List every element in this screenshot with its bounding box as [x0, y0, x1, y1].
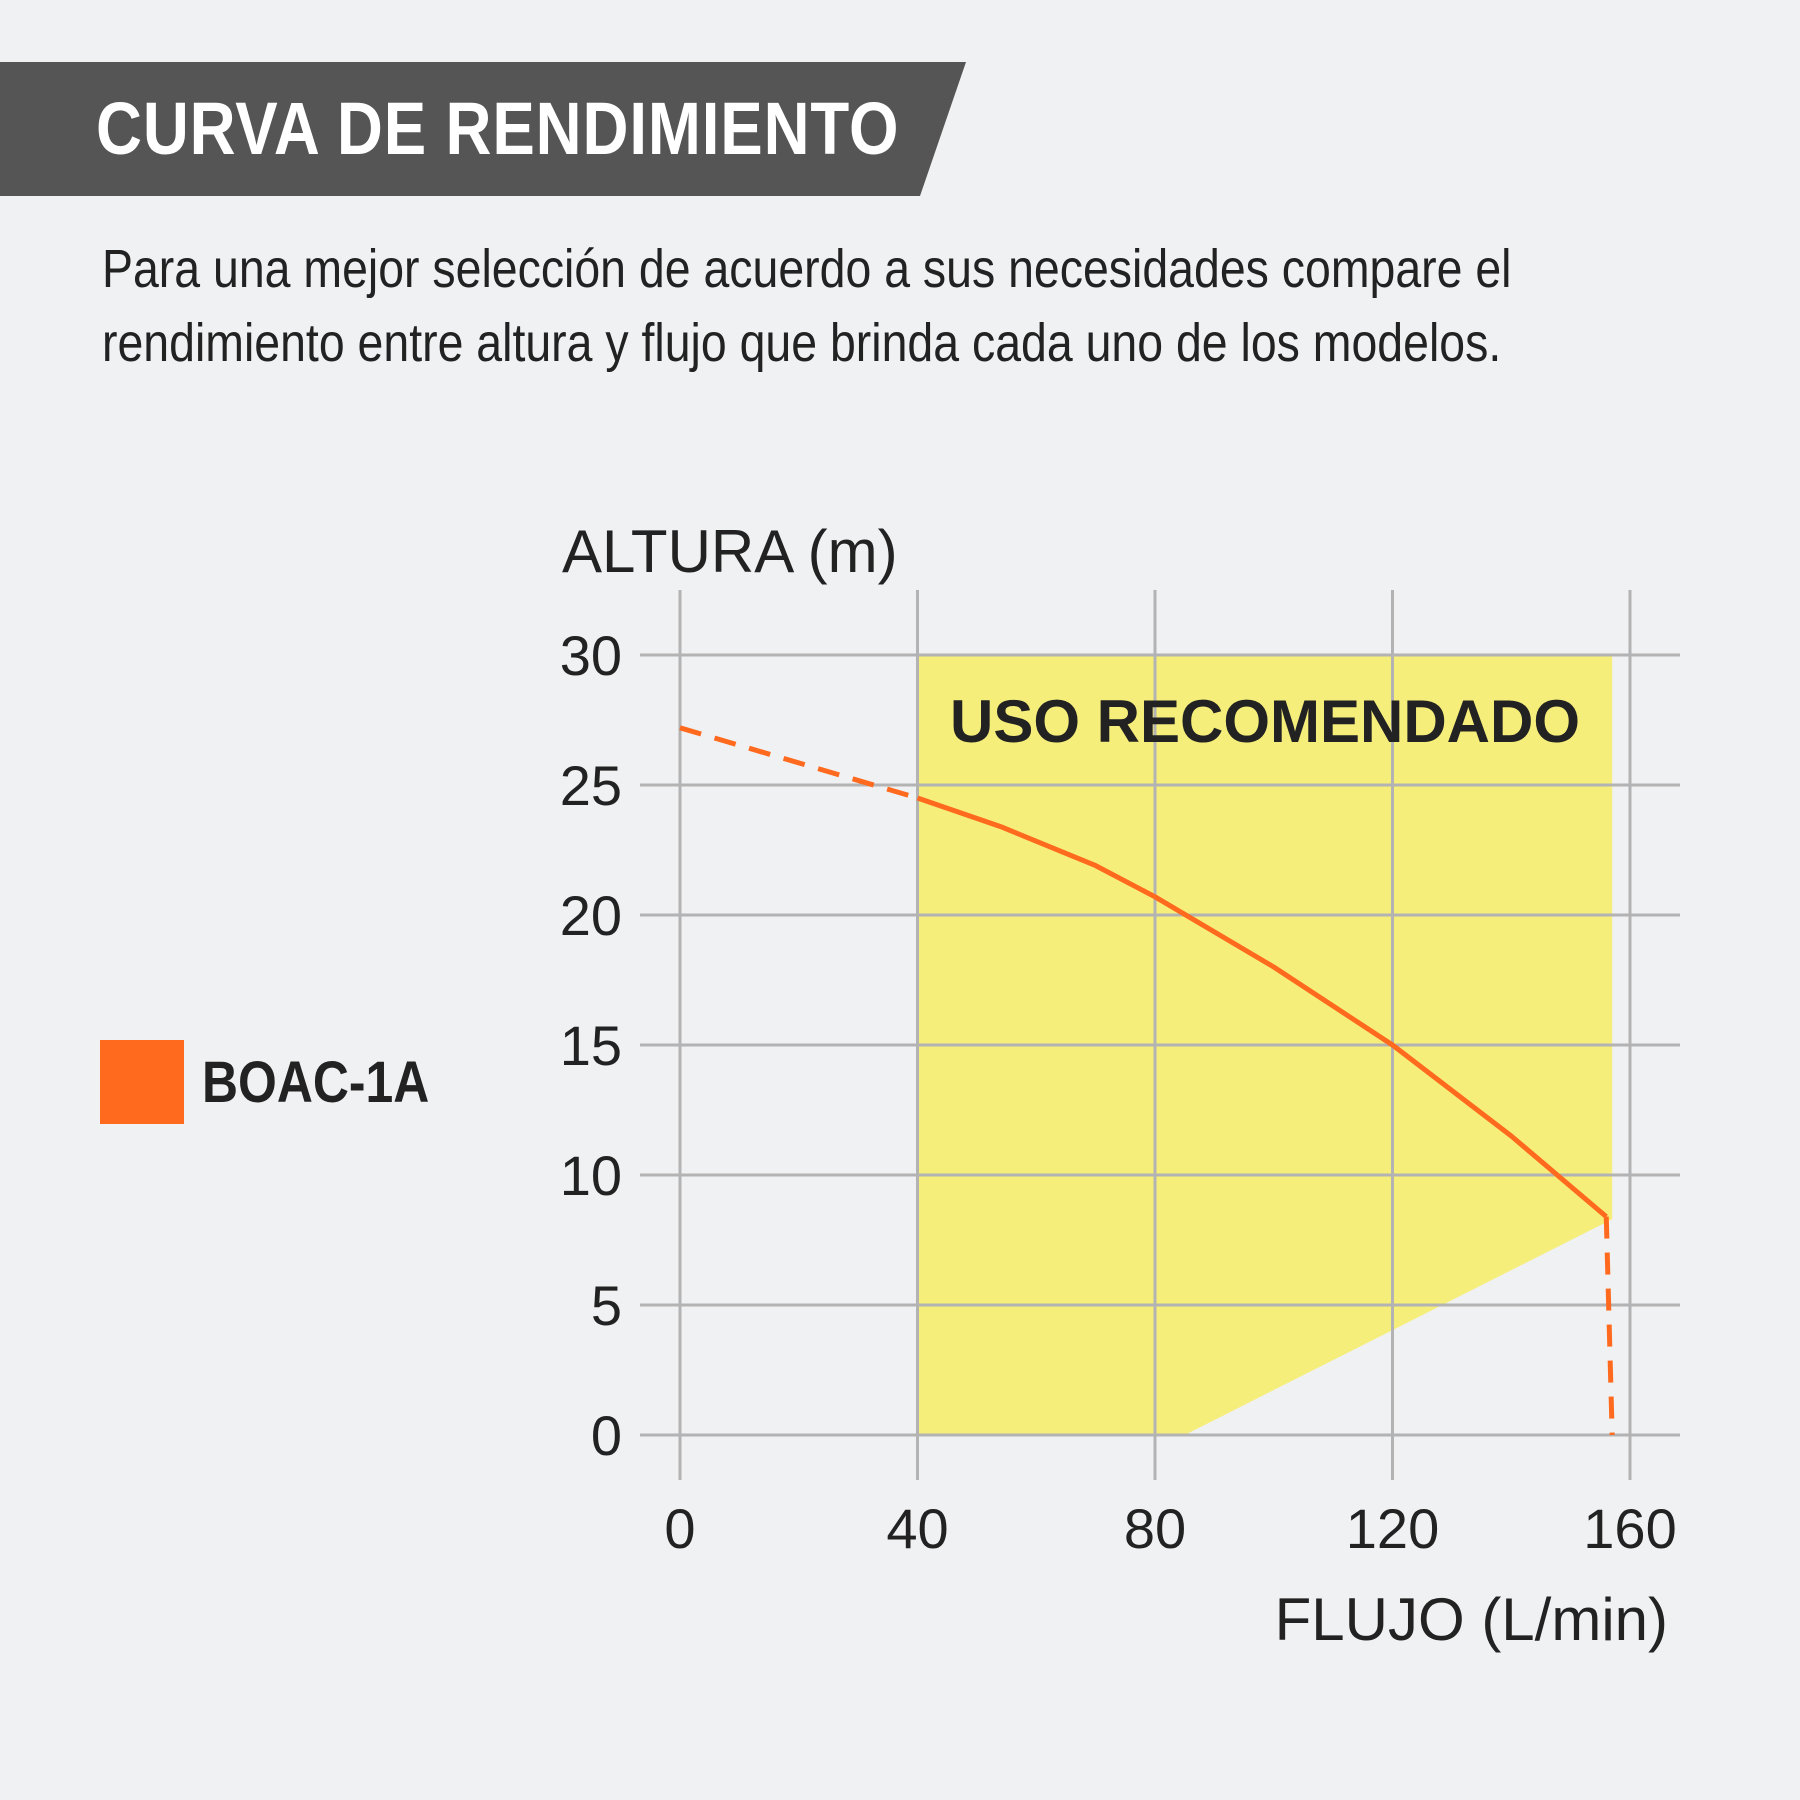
series-boac-1a-dashed-end [1603, 1216, 1615, 1436]
title-banner: CURVA DE RENDIMIENTO [0, 62, 970, 196]
recommended-zone-label: USO RECOMENDADO [950, 688, 1580, 755]
legend-label-boac-1a: BOAC-1A [202, 1050, 430, 1115]
page-title: CURVA DE RENDIMIENTO [96, 87, 900, 170]
x-tick-label-160: 160 [1583, 1497, 1676, 1560]
legend-swatch-boac-1a [100, 1040, 184, 1124]
x-tick-label-120: 120 [1346, 1497, 1439, 1560]
series-boac-1a-dashed-start [679, 725, 919, 801]
y-tick-label-5: 5 [591, 1274, 622, 1337]
y-tick-label-20: 20 [560, 884, 622, 947]
y-tick-label-15: 15 [560, 1014, 622, 1077]
x-tick-label-80: 80 [1124, 1497, 1186, 1560]
series-boac-1a-line [916, 795, 1608, 1219]
x-tick-label-0: 0 [664, 1497, 695, 1560]
y-tick-label-25: 25 [560, 754, 622, 817]
x-tick-label-40: 40 [886, 1497, 948, 1560]
description-line-2: rendimiento entre altura y flujo que bri… [102, 313, 1502, 373]
description: Para una mejor selección de acuerdo a su… [102, 232, 1702, 380]
description-line-1: Para una mejor selección de acuerdo a su… [102, 239, 1512, 299]
x-axis-label: FLUJO (L/min) [1275, 1586, 1668, 1653]
y-tick-label-10: 10 [560, 1144, 622, 1207]
y-tick-label-0: 0 [591, 1404, 622, 1467]
banner-shape [0, 62, 966, 196]
y-tick-label-30: 30 [560, 624, 622, 687]
y-axis-label: ALTURA (m) [562, 518, 898, 585]
